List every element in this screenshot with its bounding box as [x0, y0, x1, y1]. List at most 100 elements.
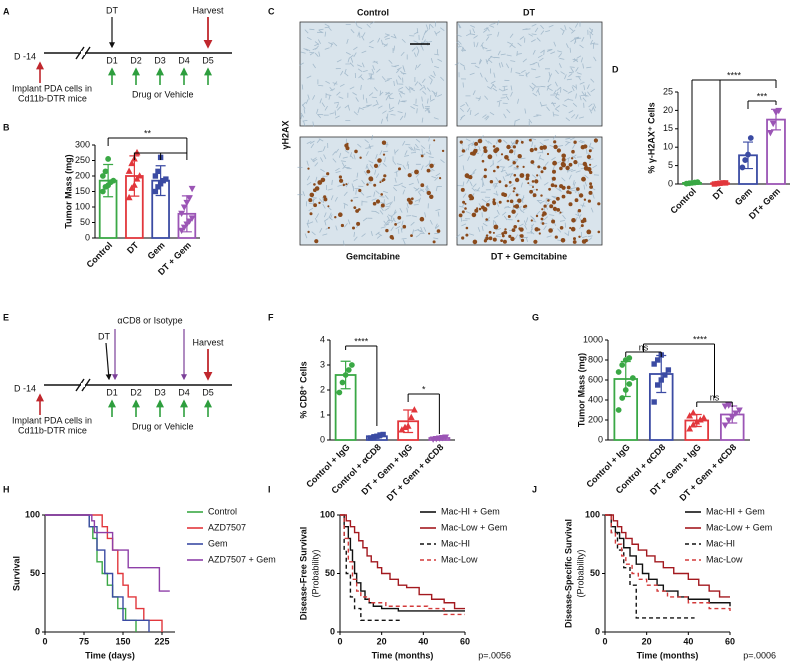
- stained-nucleus: [398, 167, 401, 171]
- stained-nucleus: [504, 184, 508, 188]
- stained-nucleus: [551, 219, 556, 224]
- data-point: [651, 399, 657, 405]
- break-mark: [75, 46, 85, 60]
- stained-nucleus: [355, 209, 359, 213]
- panel-letter: A: [3, 6, 10, 16]
- axis-line: [677, 92, 790, 185]
- stained-nucleus: [366, 169, 371, 174]
- data-point: [136, 172, 144, 179]
- stained-nucleus: [586, 229, 592, 235]
- break-mark: [75, 378, 85, 392]
- stained-nucleus: [515, 193, 519, 197]
- y-axis-label: Disease-Specific Survival: [563, 519, 573, 628]
- x-tick-label: 40: [418, 636, 428, 646]
- stained-nucleus: [502, 239, 507, 244]
- stained-nucleus: [489, 180, 494, 184]
- timeline-day: D5: [202, 387, 214, 397]
- stained-nucleus: [366, 183, 369, 186]
- timeline-day: D3: [154, 387, 166, 397]
- legend-label: Mac-Low: [706, 554, 743, 564]
- y-tick-label: 0: [35, 626, 40, 636]
- data-point: [125, 167, 133, 174]
- data-point: [336, 389, 343, 396]
- x-tick-label: 150: [115, 636, 130, 646]
- stained-nucleus: [529, 148, 534, 153]
- stained-nucleus: [327, 226, 330, 229]
- stained-nucleus: [572, 240, 577, 244]
- data-point: [180, 204, 188, 211]
- y-tick-label: 150: [75, 186, 90, 196]
- implant-text: Implant PDA cells in: [12, 415, 92, 425]
- data-point: [339, 379, 346, 386]
- stained-nucleus: [320, 177, 326, 183]
- x-tick-label: Gem: [145, 240, 166, 261]
- stained-nucleus: [487, 154, 493, 160]
- stained-nucleus: [420, 154, 424, 158]
- stained-nucleus: [513, 173, 517, 177]
- stained-nucleus: [519, 173, 525, 178]
- timeline-day: D2: [130, 387, 142, 397]
- stained-nucleus: [394, 223, 397, 226]
- stained-nucleus: [554, 184, 558, 188]
- data-point: [188, 215, 196, 222]
- stained-nucleus: [492, 237, 497, 242]
- stained-nucleus: [589, 170, 593, 175]
- stained-nucleus: [536, 174, 539, 177]
- stained-nucleus: [556, 208, 561, 212]
- stained-nucleus: [593, 138, 599, 143]
- significance-bracket: [747, 100, 777, 109]
- panel-letter: G: [532, 312, 539, 322]
- stained-nucleus: [465, 233, 469, 237]
- stained-nucleus: [542, 211, 547, 216]
- stained-nucleus: [462, 200, 466, 204]
- stained-nucleus: [559, 211, 562, 214]
- legend-label: Mac-Low: [441, 554, 478, 564]
- stained-nucleus: [556, 196, 560, 201]
- stained-nucleus: [373, 163, 379, 168]
- column-label: DT + Gemcitabine: [491, 251, 567, 261]
- stained-nucleus: [511, 228, 516, 233]
- implant-text: Cd11b-DTR mice: [18, 425, 87, 435]
- stained-nucleus: [441, 149, 445, 153]
- stained-nucleus: [419, 216, 425, 222]
- stained-nucleus: [503, 230, 506, 233]
- stained-nucleus: [543, 166, 547, 170]
- x-tick-label: 40: [683, 636, 693, 646]
- y-tick-label: 2: [320, 384, 325, 394]
- legend-label: Mac-HI + Gem: [706, 506, 765, 516]
- data-point: [725, 417, 733, 424]
- stained-nucleus: [382, 153, 386, 156]
- stained-nucleus: [492, 198, 496, 202]
- stained-nucleus: [469, 198, 472, 201]
- data-point: [615, 369, 622, 375]
- stained-nucleus: [566, 185, 571, 190]
- y-tick-label: 200: [588, 414, 603, 424]
- data-point: [742, 157, 749, 163]
- legend-label: Mac-HI: [441, 538, 470, 548]
- stained-nucleus: [529, 138, 532, 142]
- significance-label: *: [422, 384, 426, 394]
- y-tick-label: 0: [330, 626, 335, 636]
- stained-nucleus: [561, 153, 566, 159]
- stained-nucleus: [391, 236, 395, 240]
- y-tick-label: 50: [30, 568, 40, 578]
- data-point: [133, 148, 141, 156]
- stained-nucleus: [309, 212, 313, 216]
- stained-nucleus: [561, 157, 566, 162]
- stained-nucleus: [510, 236, 515, 242]
- data-point: [188, 185, 196, 193]
- stained-nucleus: [433, 139, 436, 142]
- micrograph: [297, 134, 448, 246]
- stained-nucleus: [530, 219, 533, 222]
- stained-nucleus: [532, 193, 537, 198]
- panel-letter: D: [612, 64, 619, 74]
- stained-nucleus: [514, 204, 520, 209]
- data-point: [700, 414, 708, 421]
- legend-label: Gem: [208, 538, 228, 548]
- stained-nucleus: [543, 204, 547, 208]
- stained-nucleus: [534, 227, 539, 232]
- significance-bracket: [691, 79, 777, 180]
- stained-nucleus: [410, 197, 414, 201]
- survival-curve: [605, 514, 731, 611]
- stained-nucleus: [369, 177, 374, 182]
